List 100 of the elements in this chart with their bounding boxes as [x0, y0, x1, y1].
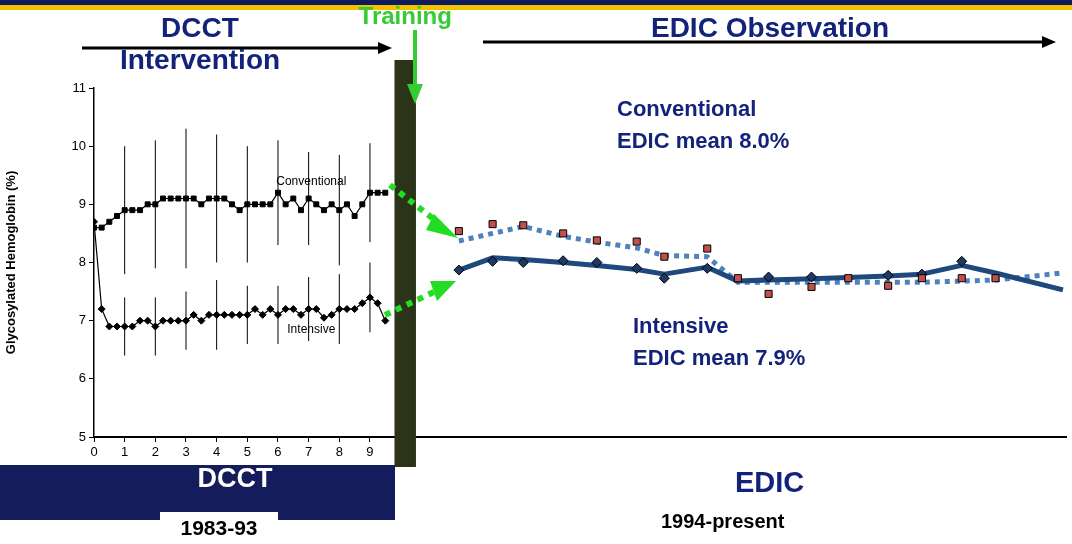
band-label: Training — [357, 2, 453, 30]
point — [305, 195, 312, 202]
point — [106, 218, 113, 225]
point — [701, 262, 713, 274]
point — [320, 207, 327, 214]
y-tick-label: 8 — [78, 254, 86, 270]
point — [236, 207, 243, 214]
point — [350, 305, 359, 314]
point — [956, 255, 968, 267]
point — [252, 201, 258, 208]
annotation: EDIC mean 8.0% — [617, 128, 790, 154]
text: 1994-present — [661, 510, 785, 533]
point — [167, 195, 174, 202]
point — [190, 195, 197, 202]
x-tick-label: 1 — [121, 444, 129, 460]
point — [281, 305, 290, 314]
point — [227, 310, 236, 319]
point — [454, 227, 463, 236]
point — [733, 274, 742, 283]
x-tick-label: 3 — [182, 444, 190, 460]
chart-subtitle: EDIC Observation — [649, 12, 891, 44]
y-tick-label: 9 — [78, 195, 86, 211]
point — [592, 236, 601, 245]
point — [374, 189, 381, 196]
x-tick-label: 7 — [305, 444, 313, 460]
point — [113, 322, 121, 331]
point — [221, 195, 228, 202]
point — [160, 195, 166, 202]
point — [144, 201, 151, 208]
point — [98, 224, 105, 231]
point — [259, 201, 266, 208]
point — [917, 274, 926, 283]
point — [453, 264, 465, 276]
point — [517, 257, 529, 268]
text: 1983-93 — [179, 516, 259, 540]
point — [137, 207, 143, 214]
annotation: Intensive — [633, 313, 729, 339]
point — [204, 310, 213, 319]
point — [358, 299, 367, 308]
point — [631, 262, 643, 274]
point — [298, 207, 304, 214]
point — [382, 189, 389, 196]
point — [328, 201, 335, 208]
point — [488, 220, 497, 229]
point — [213, 195, 220, 202]
point — [267, 201, 274, 208]
point — [97, 305, 106, 314]
y-tick-label: 6 — [78, 370, 86, 386]
point — [844, 274, 853, 283]
point — [487, 255, 499, 267]
point — [359, 201, 366, 208]
point — [197, 316, 206, 325]
point — [120, 322, 129, 331]
x-tick-label: 9 — [366, 444, 374, 460]
x-tick-label: 8 — [335, 444, 343, 460]
point — [114, 212, 120, 219]
point — [266, 305, 275, 314]
point — [312, 305, 321, 314]
point — [557, 255, 569, 267]
y-tick-label: 7 — [78, 312, 86, 328]
point — [151, 322, 160, 331]
point — [319, 313, 328, 322]
point — [143, 316, 152, 325]
point — [351, 212, 358, 219]
point — [258, 310, 267, 319]
x-tick-label: 6 — [274, 444, 282, 460]
text: EDIC — [735, 466, 805, 499]
point — [175, 195, 182, 202]
point — [806, 271, 817, 283]
point — [884, 281, 893, 290]
point — [342, 305, 351, 314]
x-tick-label: 5 — [243, 444, 251, 460]
point — [129, 207, 136, 214]
y-tick-label: 10 — [71, 137, 86, 153]
point — [327, 310, 336, 319]
point — [174, 316, 183, 325]
annotation: Conventional — [617, 96, 757, 122]
point — [135, 316, 144, 325]
point — [296, 310, 305, 319]
point — [764, 289, 773, 298]
point — [128, 322, 137, 331]
chart-title: DCCT Intervention — [118, 12, 282, 76]
point — [220, 310, 229, 319]
point — [189, 310, 198, 319]
point — [313, 201, 320, 208]
point — [198, 201, 205, 208]
point — [660, 252, 669, 261]
point — [632, 237, 641, 246]
point — [158, 316, 167, 325]
point — [519, 221, 528, 230]
point — [343, 201, 350, 208]
point — [166, 316, 175, 325]
point — [381, 316, 390, 325]
point — [373, 299, 382, 308]
x-tick-label: 2 — [151, 444, 159, 460]
y-tick-label: 5 — [78, 428, 86, 444]
x-tick-label: 4 — [213, 444, 221, 460]
point — [957, 274, 966, 283]
point — [807, 282, 816, 291]
point — [559, 229, 568, 238]
